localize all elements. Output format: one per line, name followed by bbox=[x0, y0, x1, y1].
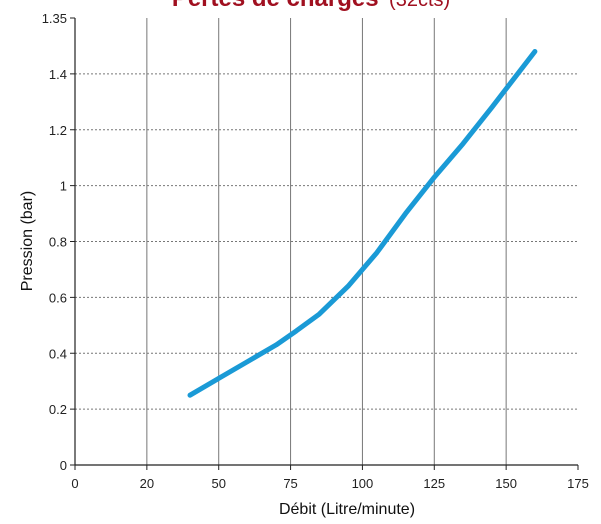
y-tick-label: 1.2 bbox=[49, 123, 67, 138]
x-axis-title: Débit (Litre/minute) bbox=[279, 501, 415, 518]
y-tick-label: 0.8 bbox=[49, 235, 67, 250]
y-tick-label: 0 bbox=[60, 458, 67, 473]
data-point bbox=[319, 314, 320, 315]
x-tick-label: 125 bbox=[423, 476, 445, 491]
data-point bbox=[276, 344, 277, 345]
x-tick-label: 150 bbox=[495, 476, 517, 491]
y-tick-label: 0.4 bbox=[49, 346, 67, 361]
data-point bbox=[463, 143, 464, 144]
chart-title-sub: (32cts) bbox=[389, 0, 450, 11]
x-tick-label: 20 bbox=[140, 476, 154, 491]
x-tick-label: 75 bbox=[283, 476, 297, 491]
data-point bbox=[491, 107, 492, 108]
y-tick-label: 0.2 bbox=[49, 402, 67, 417]
x-tick-label: 100 bbox=[352, 476, 374, 491]
data-point bbox=[189, 395, 190, 396]
x-tick-label: 50 bbox=[211, 476, 225, 491]
x-tick-label: 175 bbox=[567, 476, 589, 491]
data-point bbox=[434, 177, 435, 178]
data-point bbox=[218, 378, 219, 379]
y-tick-label: 1.35 bbox=[42, 11, 67, 26]
x-tick-label: 0 bbox=[71, 476, 78, 491]
y-axis-title: Pression (bar) bbox=[19, 191, 36, 291]
data-point bbox=[376, 252, 377, 253]
data-point bbox=[405, 213, 406, 214]
grid bbox=[75, 18, 578, 465]
data-point bbox=[348, 286, 349, 287]
chart-title: Pertes de charges (32cts) bbox=[172, 0, 450, 12]
y-tick-label: 1 bbox=[60, 179, 67, 194]
y-tick-label: 1.4 bbox=[49, 67, 67, 82]
data-point bbox=[534, 51, 535, 52]
data-point bbox=[247, 361, 248, 362]
tick-labels: 0 20 50 75 100 125 150 175 0 0.2 0.4 0.6 0.8 1 1.2 1.4 1… bbox=[42, 11, 589, 491]
series-line bbox=[187, 49, 538, 398]
data-point bbox=[296, 330, 297, 331]
series-layer bbox=[187, 49, 538, 398]
chart-title-main: Pertes de charges bbox=[172, 0, 379, 12]
y-tick-label: 0.6 bbox=[49, 290, 67, 305]
axes bbox=[70, 17, 579, 470]
